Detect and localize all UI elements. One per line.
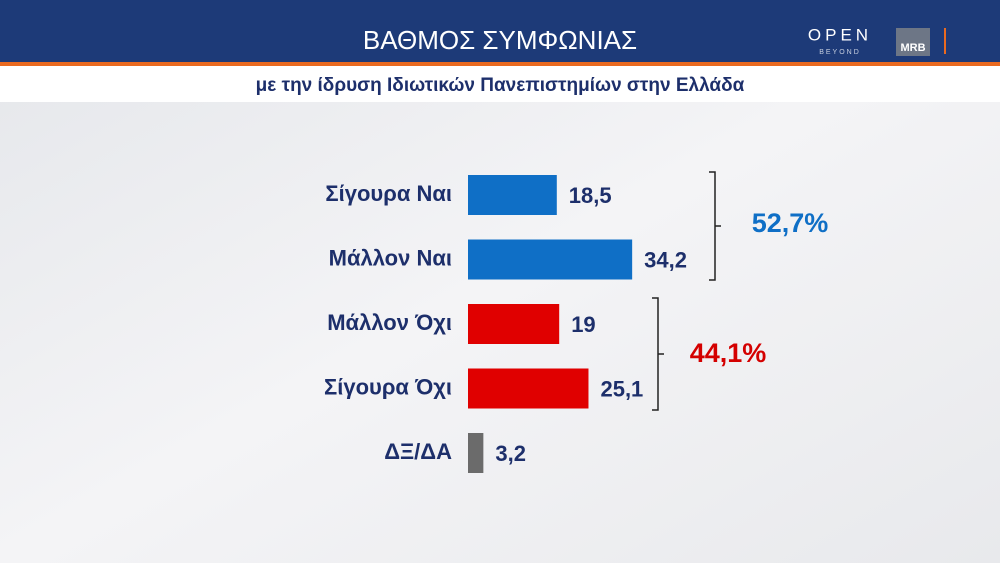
logo-divider [944,28,946,54]
header-accent [0,62,1000,66]
value-label: 3,2 [495,441,526,466]
header-bar [0,0,1000,62]
value-label: 18,5 [569,183,612,208]
logo-partner: MRB [900,42,925,54]
category-label: Μάλλον Ναι [329,245,452,270]
subtitle-band [0,66,1000,102]
category-label: Σίγουρα Ναι [325,181,452,206]
title: ΒΑΘΜΟΣ ΣΥΜΦΩΝΙΑΣ [363,25,637,55]
group-total: 44,1% [690,338,767,368]
value-label: 19 [571,312,595,337]
bar [468,304,560,344]
group-brace [709,171,721,281]
category-label: Σίγουρα Όχι [324,374,452,399]
value-label: 34,2 [644,247,687,272]
category-label: ΔΞ/ΔΑ [384,439,452,464]
logo-main: OPEN [808,25,872,44]
logo-partner-box [896,28,930,56]
group-brace [652,297,664,411]
subtitle: με την ίδρυση Ιδιωτικών Πανεπιστημίων στ… [256,75,745,96]
bar [468,239,633,280]
bar [468,433,484,473]
group-total: 52,7% [752,208,829,238]
value-label: 25,1 [600,376,643,401]
bar [468,175,557,215]
bar [468,368,589,409]
category-label: Μάλλον Όχι [327,310,452,335]
logo-sub: BEYOND [819,49,861,56]
